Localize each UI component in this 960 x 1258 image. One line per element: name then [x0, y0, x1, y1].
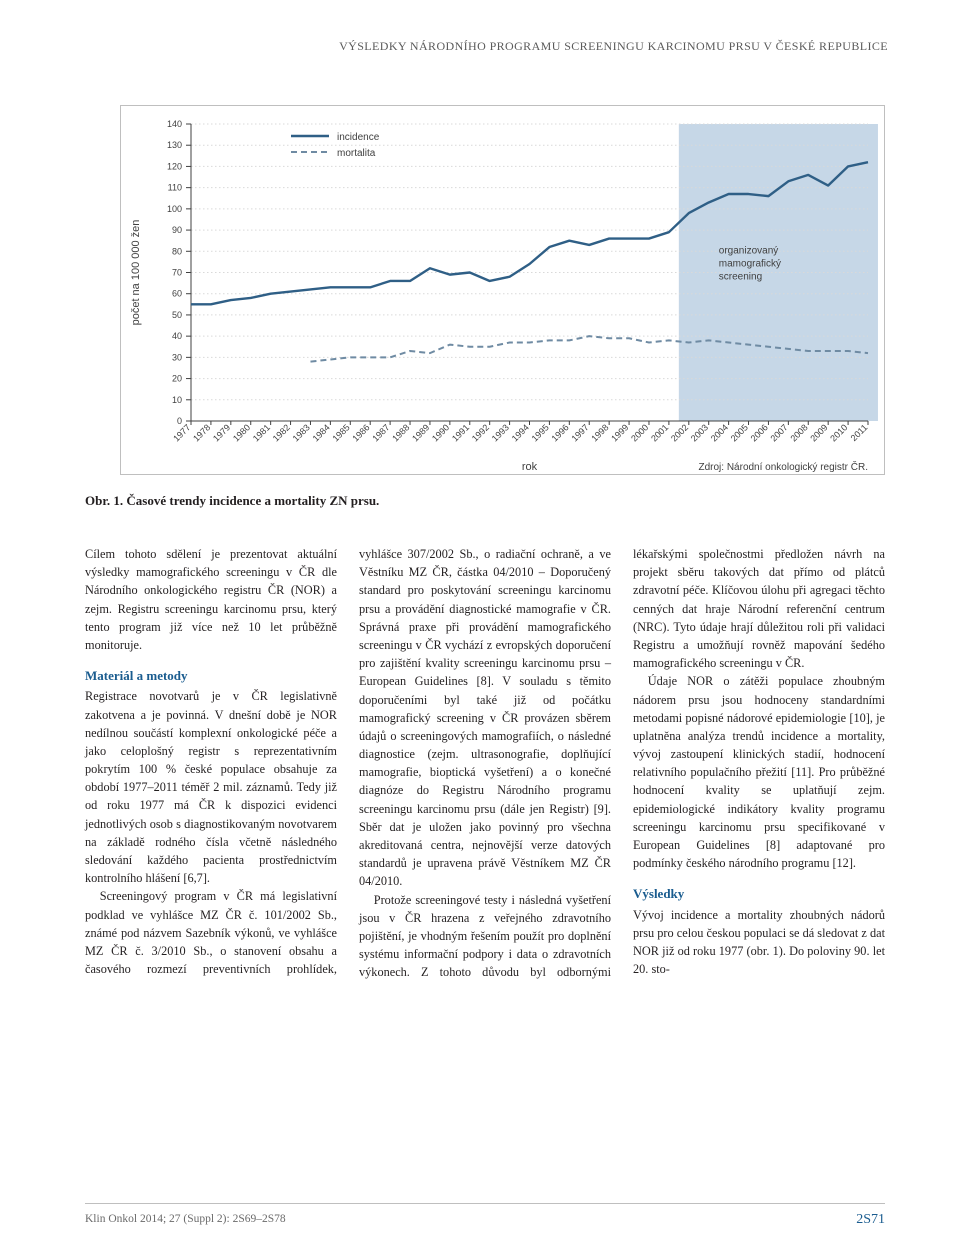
- svg-text:1983: 1983: [291, 422, 312, 443]
- svg-text:120: 120: [167, 161, 182, 171]
- svg-text:1994: 1994: [510, 422, 531, 443]
- svg-text:1993: 1993: [490, 422, 511, 443]
- svg-text:60: 60: [172, 289, 182, 299]
- svg-text:30: 30: [172, 352, 182, 362]
- svg-text:110: 110: [168, 183, 182, 193]
- paragraph: Údaje NOR o zátěži populace zhoubným nád…: [633, 672, 885, 872]
- svg-text:2009: 2009: [808, 422, 829, 443]
- svg-text:90: 90: [172, 225, 182, 235]
- svg-text:1988: 1988: [390, 422, 411, 443]
- svg-text:1999: 1999: [609, 422, 630, 443]
- svg-text:2006: 2006: [749, 422, 770, 443]
- body-text: Cílem tohoto sdělení je prezentovat aktu…: [85, 545, 885, 982]
- svg-text:1980: 1980: [231, 422, 252, 443]
- svg-text:2003: 2003: [689, 422, 710, 443]
- svg-text:1979: 1979: [211, 422, 232, 443]
- footer-citation: Klin Onkol 2014; 27 (Suppl 2): 2S69–2S78: [85, 1211, 286, 1228]
- svg-text:1987: 1987: [370, 422, 391, 443]
- svg-text:2007: 2007: [769, 422, 790, 443]
- svg-text:rok: rok: [522, 461, 538, 473]
- svg-text:10: 10: [172, 395, 182, 405]
- svg-text:mortalita: mortalita: [337, 148, 376, 159]
- svg-text:1998: 1998: [589, 422, 610, 443]
- paragraph: Registrace novotvarů je v ČR legislativn…: [85, 687, 337, 887]
- svg-text:incidence: incidence: [337, 132, 380, 143]
- svg-text:2010: 2010: [828, 422, 849, 443]
- svg-text:1978: 1978: [191, 422, 212, 443]
- svg-text:140: 140: [167, 119, 182, 129]
- svg-text:2011: 2011: [849, 422, 870, 443]
- svg-text:2000: 2000: [629, 422, 650, 443]
- page-number: 2S71: [856, 1210, 885, 1230]
- svg-text:1990: 1990: [430, 422, 451, 443]
- svg-text:50: 50: [172, 310, 182, 320]
- svg-text:2004: 2004: [709, 422, 730, 443]
- svg-text:Zdroj: Národní onkologický reg: Zdroj: Národní onkologický registr ČR.: [698, 460, 868, 473]
- heading-material-methods: Materiál a metody: [85, 666, 337, 685]
- svg-text:1981: 1981: [251, 422, 272, 443]
- heading-results: Výsledky: [633, 884, 885, 903]
- paragraph: Cílem tohoto sdělení je prezentovat aktu…: [85, 545, 337, 654]
- svg-text:20: 20: [172, 374, 182, 384]
- paragraph: Vývoj incidence a mortality zhoubných ná…: [633, 906, 885, 979]
- svg-text:mamografický: mamografický: [719, 258, 781, 269]
- svg-text:2005: 2005: [729, 422, 750, 443]
- svg-text:1997: 1997: [569, 422, 590, 443]
- svg-text:130: 130: [167, 140, 182, 150]
- svg-text:80: 80: [172, 246, 182, 256]
- svg-text:1986: 1986: [350, 422, 371, 443]
- svg-text:1989: 1989: [410, 422, 431, 443]
- svg-text:2008: 2008: [788, 422, 809, 443]
- svg-text:1977: 1977: [171, 422, 192, 443]
- svg-text:počet na 100 000 žen: počet na 100 000 žen: [130, 220, 142, 326]
- svg-text:screening: screening: [719, 271, 762, 282]
- svg-text:1996: 1996: [550, 422, 571, 443]
- svg-text:1982: 1982: [271, 422, 292, 443]
- svg-text:2001: 2001: [649, 422, 670, 443]
- svg-text:1992: 1992: [470, 422, 491, 443]
- svg-text:organizovaný: organizovaný: [719, 245, 778, 256]
- running-head: VÝSLEDKY NÁRODNÍHO PROGRAMU SCREENINGU K…: [339, 38, 888, 55]
- svg-text:40: 40: [172, 331, 182, 341]
- svg-text:0: 0: [177, 416, 182, 426]
- svg-text:1995: 1995: [530, 422, 551, 443]
- svg-text:70: 70: [172, 268, 182, 278]
- svg-text:100: 100: [167, 204, 182, 214]
- figure-1-chart: 0102030405060708090100110120130140197719…: [120, 105, 885, 475]
- footer-rule: [85, 1203, 885, 1204]
- svg-text:1991: 1991: [450, 422, 471, 443]
- svg-text:1985: 1985: [330, 422, 351, 443]
- svg-text:1984: 1984: [311, 422, 332, 443]
- figure-1-caption: Obr. 1. Časové trendy incidence a mortal…: [85, 492, 379, 511]
- svg-text:2002: 2002: [669, 422, 690, 443]
